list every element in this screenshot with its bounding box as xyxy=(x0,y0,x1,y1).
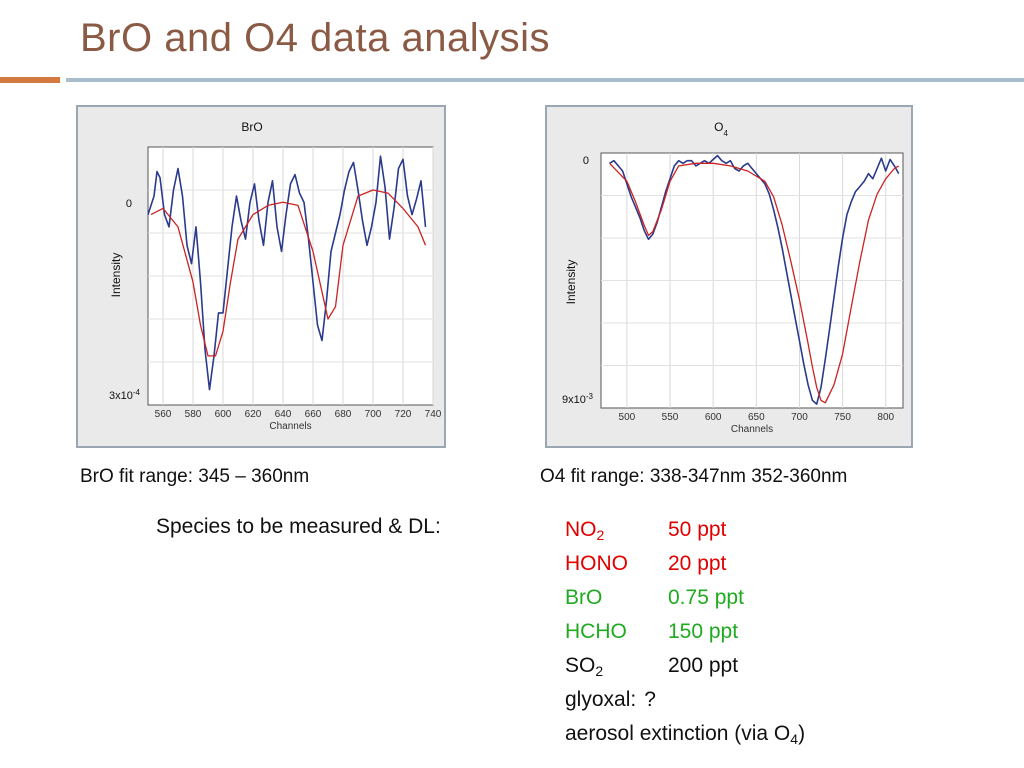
x-axis-label: Channels xyxy=(269,421,311,432)
y-bottom-exponent: -3 xyxy=(586,392,594,401)
o4-fit-range: O4 fit range: 338-347nm 352-360nm xyxy=(540,466,848,487)
species-dl: ? xyxy=(644,688,656,711)
x-tick-label: 620 xyxy=(245,409,262,420)
chart-title-subscript: 4 xyxy=(723,129,728,138)
species-dl: 150 ppt xyxy=(668,620,739,643)
o4-chart-panel: 500 550 600 650 700 750 800 O4 Channels Intensity… xyxy=(545,105,913,448)
x-tick-label: 660 xyxy=(305,409,322,420)
y-axis-label: Intensity xyxy=(109,253,123,298)
x-tick-label: 700 xyxy=(365,409,382,420)
species-row-glyoxal: glyoxal:? xyxy=(565,683,805,717)
y-top-label: 0 xyxy=(126,198,132,210)
x-tick-label: 550 xyxy=(662,412,679,423)
species-subscript: 4 xyxy=(790,731,799,747)
o4-chart: 500 550 600 650 700 750 800 O4 Channels Intensity… xyxy=(562,120,904,435)
species-dl: 200 ppt xyxy=(668,654,739,677)
bro-chart: 560 580 600 620 640 660 680 700 720 740 BrO Channel… xyxy=(109,120,442,432)
x-tick-label: 600 xyxy=(215,409,232,420)
series-line-measured xyxy=(147,155,427,391)
x-tick-label: 640 xyxy=(275,409,292,420)
species-label: Species to be measured & DL: xyxy=(156,515,441,538)
species-name: SO xyxy=(565,654,596,677)
series-line-fit xyxy=(150,189,427,357)
species-name: HONO xyxy=(565,552,628,575)
slide-title: BrO and O4 data analysis xyxy=(80,16,551,60)
bro-fit-range: BrO fit range: 345 – 360nm xyxy=(80,466,310,487)
species-name: NO xyxy=(565,518,597,541)
species-row-bro: BrO 0.75 ppt xyxy=(565,581,805,615)
chart-title: BrO xyxy=(241,120,262,134)
x-tick-label: 600 xyxy=(705,412,722,423)
species-row-aerosol: aerosol extinction (via O4) xyxy=(565,717,805,751)
series-line-fit xyxy=(609,162,900,404)
x-tick-label: 750 xyxy=(834,412,851,423)
x-tick-label: 800 xyxy=(877,412,894,423)
species-dl: 20 ppt xyxy=(668,552,727,575)
x-tick-label: 740 xyxy=(425,409,442,420)
x-tick-label: 720 xyxy=(395,409,412,420)
title-rule xyxy=(66,78,1024,82)
species-row-hcho: HCHO 150 ppt xyxy=(565,615,805,649)
species-name: BrO xyxy=(565,586,603,609)
species-row-no2: NO2 50 ppt xyxy=(565,513,805,547)
x-tick-label: 700 xyxy=(791,412,808,423)
y-bottom-label: 9x10-3 xyxy=(562,392,594,407)
species-dl: 0.75 ppt xyxy=(668,586,744,609)
x-tick-label: 500 xyxy=(619,412,636,423)
species-dl: 50 ppt xyxy=(668,518,727,541)
y-bottom-label: 3x10-4 xyxy=(109,388,141,403)
x-tick-label: 580 xyxy=(185,409,202,420)
species-name: HCHO xyxy=(565,620,627,643)
species-subscript: 2 xyxy=(595,663,604,679)
bro-chart-panel: 560 580 600 620 640 660 680 700 720 740 BrO Channel… xyxy=(76,105,446,448)
species-name: aerosol extinction (via O xyxy=(565,722,791,745)
species-row-so2: SO2 200 ppt xyxy=(565,649,805,683)
species-name: glyoxal: xyxy=(565,688,637,711)
y-axis-label: Intensity xyxy=(564,260,578,305)
species-dl: ) xyxy=(798,722,806,745)
species-list: NO2 50 ppt HONO 20 ppt BrO 0.75 ppt HCHO 150… xyxy=(565,513,805,751)
species-subscript: 2 xyxy=(596,527,605,543)
x-tick-label: 650 xyxy=(748,412,765,423)
y-bottom-exponent: -4 xyxy=(133,388,141,397)
x-tick-label: 560 xyxy=(155,409,172,420)
title-rule-accent xyxy=(0,77,60,83)
y-top-label: 0 xyxy=(583,155,589,167)
chart-title: O4 xyxy=(714,120,728,138)
species-row-hono: HONO 20 ppt xyxy=(565,547,805,581)
x-tick-label: 680 xyxy=(335,409,352,420)
x-axis-label: Channels xyxy=(731,424,773,435)
